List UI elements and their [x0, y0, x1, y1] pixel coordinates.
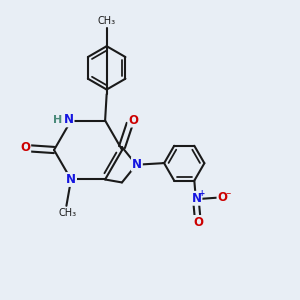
Text: O: O: [218, 190, 227, 203]
Text: N: N: [66, 173, 76, 186]
Text: CH₃: CH₃: [98, 16, 116, 26]
Text: +: +: [198, 189, 205, 198]
Text: N: N: [191, 192, 202, 205]
Text: O: O: [193, 216, 203, 229]
Text: N: N: [64, 113, 74, 126]
Text: O: O: [128, 114, 138, 127]
Text: O: O: [20, 141, 30, 154]
Text: N: N: [132, 158, 142, 171]
Text: H: H: [53, 115, 63, 125]
Text: CH₃: CH₃: [59, 208, 77, 218]
Text: ⁻: ⁻: [225, 191, 230, 201]
